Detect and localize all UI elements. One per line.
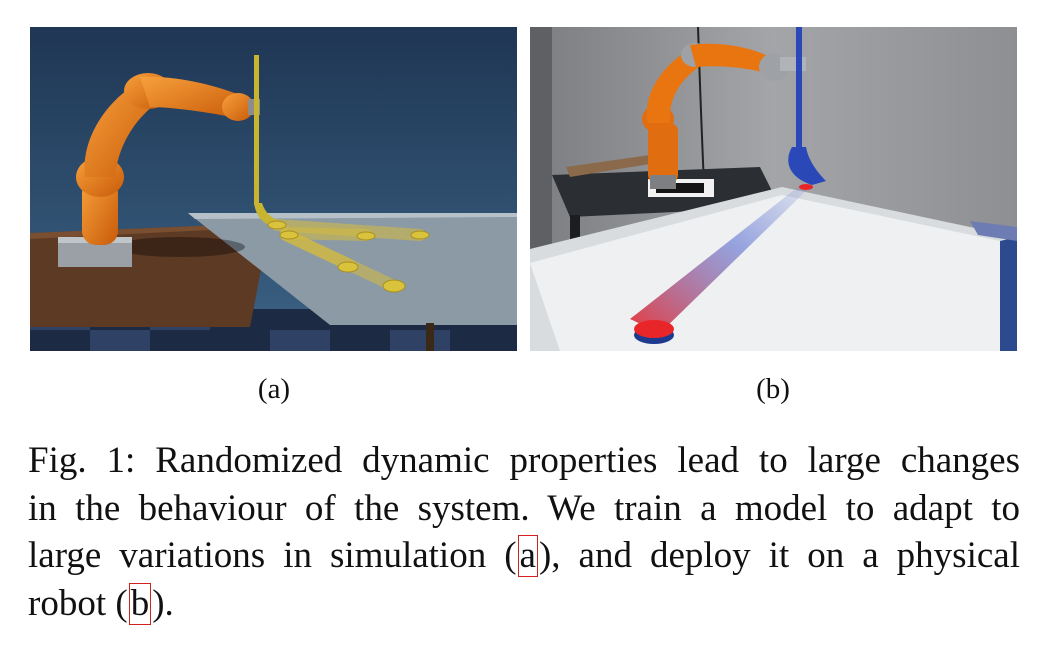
caption-line-4-end: ). (152, 582, 174, 624)
subfigure-a-image (30, 27, 517, 351)
subfigure-b-image (530, 27, 1017, 351)
caption-line-3-start: large variations in simulation ( (28, 535, 517, 576)
caption-line-1: Fig. 1: Randomized dynamic properties le… (28, 440, 1020, 481)
figure-caption: Fig. 1: Randomized dynamic properties le… (28, 437, 1020, 627)
caption-line-4: robot (b). (28, 580, 1020, 628)
caption-line-3-end: ), and deploy it on a physical (538, 535, 1020, 576)
subfigure-b-reference-link[interactable]: b (128, 582, 152, 625)
subfigure-b-label: (b) (756, 373, 790, 405)
subfigure-a-reference-link[interactable]: a (517, 535, 538, 577)
caption-line-3: large variations in simulation (a), and … (28, 532, 1020, 580)
subfigure-a-label: (a) (257, 373, 291, 405)
caption-line-4-start: robot ( (28, 582, 128, 624)
caption-line-2: in the behaviour of the system. We train… (28, 487, 1020, 529)
